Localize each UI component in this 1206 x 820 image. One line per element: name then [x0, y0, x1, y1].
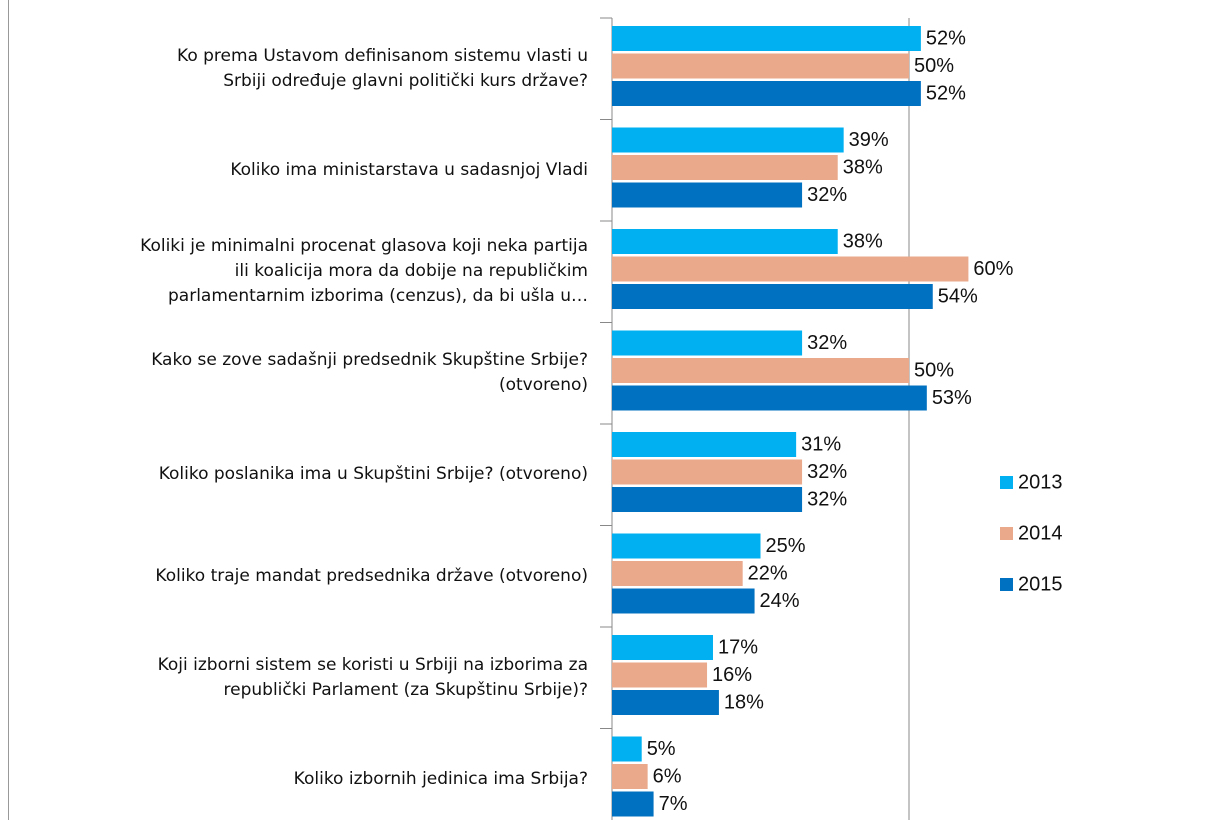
bar [612, 81, 921, 106]
value-label: 6% [653, 765, 682, 787]
bar [612, 432, 797, 457]
legend-label: 2013 [1018, 471, 1063, 493]
value-label: 16% [712, 664, 752, 686]
category-label: Koliki je minimalni procenat glasova koj… [140, 236, 588, 307]
value-label: 17% [718, 636, 758, 658]
value-label: 7% [659, 793, 688, 815]
value-label: 60% [973, 258, 1013, 280]
value-label: 38% [843, 230, 883, 252]
value-label: 50% [914, 55, 954, 77]
bar [612, 358, 909, 383]
value-label: 52% [926, 82, 966, 104]
bar [612, 385, 927, 411]
value-label: 32% [807, 488, 847, 510]
bar [612, 561, 743, 586]
value-label: 31% [801, 433, 841, 455]
bar [612, 662, 708, 688]
bar [612, 284, 933, 309]
bar [612, 330, 803, 356]
category-label: Koliko traje mandat predsednika države (… [155, 565, 588, 586]
bar [612, 127, 844, 153]
legend-swatch [1000, 476, 1013, 489]
value-label: 25% [766, 535, 806, 557]
value-label: 24% [760, 590, 800, 612]
legend-swatch [1000, 527, 1013, 540]
bar [612, 487, 803, 512]
bar [612, 53, 909, 79]
bar [612, 256, 969, 282]
value-label: 32% [807, 461, 847, 483]
value-label: 22% [748, 562, 788, 584]
value-label: 18% [724, 691, 764, 713]
category-label: Koliko izbornih jedinica ima Srbija? [293, 768, 588, 789]
bar [612, 459, 803, 485]
category-label: Ko prema Ustavom definisanom sistemu vla… [177, 45, 588, 91]
value-label: 39% [849, 129, 889, 151]
value-label: 53% [932, 387, 972, 409]
value-label: 38% [843, 156, 883, 178]
category-label: Kako se zove sadašnji predsednik Skupšti… [151, 350, 588, 396]
category-label: Koji izborni sistem se koristi u Srbiji … [157, 654, 588, 700]
bar [612, 635, 713, 660]
legend-label: 2015 [1018, 573, 1063, 595]
bar [612, 764, 648, 789]
bar [612, 736, 642, 762]
bar [612, 155, 838, 180]
value-label: 32% [807, 332, 847, 354]
legend-label: 2014 [1018, 522, 1063, 544]
category-label: Koliko ima ministarstava u sadasnjoj Vla… [230, 159, 588, 180]
bar [612, 229, 838, 254]
value-label: 32% [807, 184, 847, 206]
legend-swatch [1000, 578, 1013, 591]
category-label: Koliko poslanika ima u Skupštini Srbije?… [158, 464, 588, 485]
value-label: 5% [647, 738, 676, 760]
bar [612, 791, 654, 817]
bar [612, 690, 719, 715]
value-label: 54% [938, 285, 978, 307]
value-label: 50% [914, 359, 954, 381]
bar [612, 533, 761, 559]
bar [612, 588, 755, 614]
value-label: 52% [926, 27, 966, 49]
bar [612, 26, 921, 51]
bar [612, 182, 803, 208]
